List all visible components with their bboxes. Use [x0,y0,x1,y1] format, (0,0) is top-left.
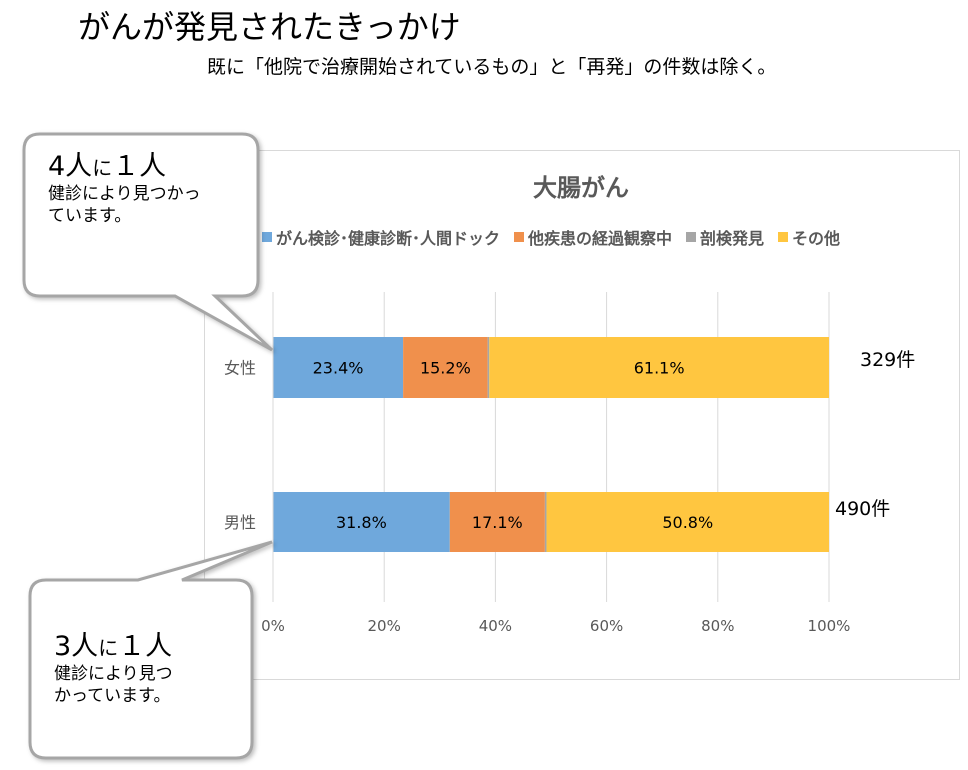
legend-swatch-autopsy [686,232,697,242]
bar-data-label: 50.8% [662,513,713,532]
x-tick-label: 80% [701,617,734,635]
callout-bottom-line-1: 健診により見つ [54,664,173,684]
x-tick-label: 0% [261,617,285,635]
callout-text-top: 4人に１人 健診により見つかっ ています。 [48,152,201,227]
legend-label-screening: がん検診･健康診断･人間ドック [276,229,501,248]
callout-top-ratio-end: １人 [112,151,167,182]
bar-data-label: 61.1% [634,359,685,378]
legend-label-autopsy: 剖検発見 [700,229,765,248]
callout-top-line-2: ています。 [48,206,132,226]
callout-text-bottom: 3人に１人 健診により見つ かっています。 [54,632,173,707]
legend-label-followup: 他疾患の経過観察中 [528,229,673,248]
callout-bottom-ratio-end: １人 [118,631,173,662]
bar-data-label: 15.2% [420,359,471,378]
chart-legend: がん検診･健康診断･人間ドック 他疾患の経過観察中 剖検発見 その他 [262,225,854,249]
bar-segment [544,492,547,552]
callout-top-ratio-num: 4人 [48,151,93,182]
legend-item-followup: 他疾患の経過観察中 [514,225,672,249]
x-tick-label: 40% [479,617,512,635]
x-tick-label: 100% [808,617,851,635]
x-tick-label: 20% [368,617,401,635]
bar-segment [449,492,545,552]
bar-data-label: 17.1% [472,513,523,532]
x-tick-label: 60% [590,617,623,635]
callout-bottom-ratio-num: 3人 [54,631,99,662]
bar-data-label: 31.8% [336,513,387,532]
callout-bottom-line-2: かっています。 [54,686,171,706]
legend-label-other: その他 [792,229,841,248]
legend-swatch-other [778,232,789,242]
bar-segment [273,492,450,552]
bar-segment [273,337,404,398]
callout-top-line-1: 健診により見つかっ [48,184,201,204]
bar-total-label: 490件 [835,498,890,520]
bar-segment [546,492,829,552]
legend-item-screening: がん検診･健康診断･人間ドック [262,225,500,249]
legend-swatch-screening [262,232,272,242]
y-category-label: 女性 [224,359,256,378]
chart-frame [204,150,960,680]
legend-item-other: その他 [778,225,840,249]
page-title: がんが発見されたきっかけ [78,8,461,46]
y-category-label: 男性 [224,513,256,532]
bar-data-label: 23.4% [313,359,364,378]
bar-segment [403,337,488,398]
callout-top-ratio-mid: に [92,156,113,180]
page-subtitle: 既に「他院で治療開始されているもの」と「再発」の件数は除く。 [207,56,777,78]
callout-bottom-ratio-mid: に [98,636,119,660]
legend-swatch-followup [514,232,525,242]
bar-total-label: 329件 [860,349,915,371]
bar-segment [487,337,490,398]
chart-title: 大腸がん [533,174,629,202]
bar-segment [489,337,829,398]
legend-item-autopsy: 剖検発見 [686,225,764,249]
